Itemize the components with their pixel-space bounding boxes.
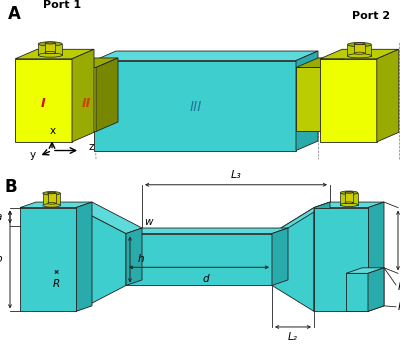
Polygon shape <box>354 44 365 53</box>
Polygon shape <box>94 61 296 151</box>
Text: x: x <box>50 126 56 136</box>
Ellipse shape <box>345 202 353 203</box>
Polygon shape <box>96 58 118 131</box>
Polygon shape <box>272 202 330 234</box>
Ellipse shape <box>345 191 353 193</box>
Text: d: d <box>203 274 210 284</box>
Text: Ra: Ra <box>398 302 400 312</box>
Ellipse shape <box>340 191 358 194</box>
Text: II: II <box>81 97 91 110</box>
Ellipse shape <box>45 42 55 44</box>
Polygon shape <box>368 202 384 311</box>
Text: L₂: L₂ <box>288 332 298 342</box>
Polygon shape <box>314 208 368 311</box>
Polygon shape <box>296 51 318 151</box>
Polygon shape <box>94 51 318 61</box>
Polygon shape <box>38 44 62 55</box>
Text: B: B <box>4 178 17 196</box>
Ellipse shape <box>354 52 365 54</box>
Polygon shape <box>72 49 94 142</box>
Polygon shape <box>346 268 384 273</box>
Polygon shape <box>347 45 371 56</box>
Text: a: a <box>0 212 2 222</box>
Text: z: z <box>89 142 94 152</box>
Polygon shape <box>76 208 126 311</box>
Ellipse shape <box>347 54 371 58</box>
Polygon shape <box>272 208 314 311</box>
Ellipse shape <box>38 42 62 46</box>
Text: y: y <box>30 150 36 160</box>
Ellipse shape <box>45 52 55 54</box>
Polygon shape <box>20 208 76 311</box>
Text: Port 1: Port 1 <box>43 0 81 10</box>
Text: Port 2: Port 2 <box>352 11 390 21</box>
Polygon shape <box>296 67 322 131</box>
Polygon shape <box>340 193 358 205</box>
Text: R: R <box>53 279 60 289</box>
Text: Rb: Rb <box>398 282 400 292</box>
Ellipse shape <box>354 43 365 45</box>
Polygon shape <box>43 193 60 206</box>
Polygon shape <box>320 59 377 142</box>
Text: w: w <box>144 217 152 227</box>
Polygon shape <box>70 58 118 67</box>
Text: III: III <box>190 100 202 114</box>
Text: I: I <box>41 97 46 110</box>
Polygon shape <box>76 202 142 234</box>
Text: L₃: L₃ <box>231 171 241 181</box>
Ellipse shape <box>43 204 60 207</box>
Ellipse shape <box>48 192 56 194</box>
Text: A: A <box>8 5 21 23</box>
Polygon shape <box>320 49 399 59</box>
Ellipse shape <box>347 43 371 47</box>
Polygon shape <box>346 273 368 311</box>
Polygon shape <box>15 49 94 59</box>
Polygon shape <box>322 58 344 131</box>
Polygon shape <box>296 58 344 67</box>
Text: b: b <box>0 255 2 264</box>
Polygon shape <box>272 228 288 285</box>
Polygon shape <box>126 234 272 285</box>
Polygon shape <box>126 228 142 285</box>
Polygon shape <box>368 268 384 311</box>
Ellipse shape <box>340 203 358 207</box>
Polygon shape <box>70 67 96 131</box>
Polygon shape <box>126 228 288 234</box>
Polygon shape <box>345 192 353 203</box>
Ellipse shape <box>48 202 56 204</box>
Polygon shape <box>45 43 55 53</box>
Polygon shape <box>314 202 384 208</box>
Text: h: h <box>137 255 144 264</box>
Ellipse shape <box>43 192 60 195</box>
Polygon shape <box>76 202 92 311</box>
Ellipse shape <box>38 53 62 57</box>
Polygon shape <box>377 49 399 142</box>
Polygon shape <box>48 193 56 203</box>
Polygon shape <box>20 202 92 208</box>
Polygon shape <box>15 59 72 142</box>
Polygon shape <box>314 202 330 311</box>
